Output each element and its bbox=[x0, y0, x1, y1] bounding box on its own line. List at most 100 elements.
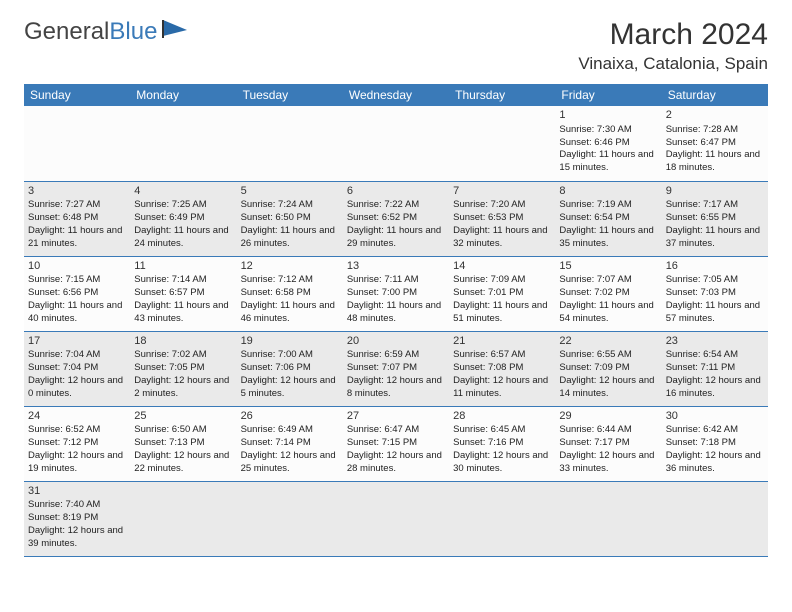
day-number: 28 bbox=[453, 409, 551, 424]
col-sunday: Sunday bbox=[24, 84, 130, 106]
sunrise-text: Sunrise: 6:45 AM bbox=[453, 424, 551, 437]
location: Vinaixa, Catalonia, Spain bbox=[578, 54, 768, 74]
day-number: 22 bbox=[559, 334, 657, 349]
week-row: 10Sunrise: 7:15 AMSunset: 6:56 PMDayligh… bbox=[24, 256, 768, 331]
day-cell: 22Sunrise: 6:55 AMSunset: 7:09 PMDayligh… bbox=[555, 331, 661, 406]
day-number: 14 bbox=[453, 259, 551, 274]
day-cell: 2Sunrise: 7:28 AMSunset: 6:47 PMDaylight… bbox=[662, 106, 768, 181]
sunset-text: Sunset: 7:07 PM bbox=[347, 362, 445, 375]
day-number: 18 bbox=[134, 334, 232, 349]
day-number: 3 bbox=[28, 184, 126, 199]
day-cell bbox=[343, 106, 449, 181]
day-number: 13 bbox=[347, 259, 445, 274]
col-tuesday: Tuesday bbox=[237, 84, 343, 106]
day-cell: 15Sunrise: 7:07 AMSunset: 7:02 PMDayligh… bbox=[555, 256, 661, 331]
day-cell bbox=[555, 481, 661, 556]
daylight-text: Daylight: 11 hours and 26 minutes. bbox=[241, 225, 339, 251]
daylight-text: Daylight: 12 hours and 8 minutes. bbox=[347, 375, 445, 401]
sunset-text: Sunset: 7:01 PM bbox=[453, 287, 551, 300]
sunset-text: Sunset: 6:53 PM bbox=[453, 212, 551, 225]
day-cell: 21Sunrise: 6:57 AMSunset: 7:08 PMDayligh… bbox=[449, 331, 555, 406]
sunrise-text: Sunrise: 7:27 AM bbox=[28, 199, 126, 212]
day-number: 20 bbox=[347, 334, 445, 349]
sunrise-text: Sunrise: 7:14 AM bbox=[134, 274, 232, 287]
sunrise-text: Sunrise: 7:00 AM bbox=[241, 349, 339, 362]
day-number: 21 bbox=[453, 334, 551, 349]
day-cell: 18Sunrise: 7:02 AMSunset: 7:05 PMDayligh… bbox=[130, 331, 236, 406]
day-number: 30 bbox=[666, 409, 764, 424]
daylight-text: Daylight: 12 hours and 39 minutes. bbox=[28, 525, 126, 551]
daylight-text: Daylight: 11 hours and 54 minutes. bbox=[559, 300, 657, 326]
sunrise-text: Sunrise: 7:17 AM bbox=[666, 199, 764, 212]
daylight-text: Daylight: 11 hours and 48 minutes. bbox=[347, 300, 445, 326]
day-number: 9 bbox=[666, 184, 764, 199]
sunrise-text: Sunrise: 7:12 AM bbox=[241, 274, 339, 287]
sunrise-text: Sunrise: 6:47 AM bbox=[347, 424, 445, 437]
day-cell: 13Sunrise: 7:11 AMSunset: 7:00 PMDayligh… bbox=[343, 256, 449, 331]
daylight-text: Daylight: 12 hours and 2 minutes. bbox=[134, 375, 232, 401]
col-saturday: Saturday bbox=[662, 84, 768, 106]
brand-logo: GeneralBlue bbox=[24, 18, 191, 45]
sunrise-text: Sunrise: 6:59 AM bbox=[347, 349, 445, 362]
daylight-text: Daylight: 11 hours and 35 minutes. bbox=[559, 225, 657, 251]
sunrise-text: Sunrise: 6:57 AM bbox=[453, 349, 551, 362]
day-cell: 26Sunrise: 6:49 AMSunset: 7:14 PMDayligh… bbox=[237, 406, 343, 481]
sunset-text: Sunset: 6:50 PM bbox=[241, 212, 339, 225]
daylight-text: Daylight: 12 hours and 25 minutes. bbox=[241, 450, 339, 476]
day-cell: 14Sunrise: 7:09 AMSunset: 7:01 PMDayligh… bbox=[449, 256, 555, 331]
sunrise-text: Sunrise: 7:40 AM bbox=[28, 499, 126, 512]
day-cell: 1Sunrise: 7:30 AMSunset: 6:46 PMDaylight… bbox=[555, 106, 661, 181]
sunrise-text: Sunrise: 7:11 AM bbox=[347, 274, 445, 287]
sunrise-text: Sunrise: 7:30 AM bbox=[559, 124, 657, 137]
sunset-text: Sunset: 6:57 PM bbox=[134, 287, 232, 300]
flag-icon bbox=[161, 18, 191, 45]
day-cell: 24Sunrise: 6:52 AMSunset: 7:12 PMDayligh… bbox=[24, 406, 130, 481]
day-cell bbox=[130, 481, 236, 556]
day-number: 5 bbox=[241, 184, 339, 199]
sunset-text: Sunset: 7:16 PM bbox=[453, 437, 551, 450]
sunset-text: Sunset: 7:05 PM bbox=[134, 362, 232, 375]
sunset-text: Sunset: 6:52 PM bbox=[347, 212, 445, 225]
sunrise-text: Sunrise: 7:24 AM bbox=[241, 199, 339, 212]
day-number: 8 bbox=[559, 184, 657, 199]
sunset-text: Sunset: 6:49 PM bbox=[134, 212, 232, 225]
sunrise-text: Sunrise: 6:49 AM bbox=[241, 424, 339, 437]
day-cell bbox=[449, 106, 555, 181]
brand-text-2: Blue bbox=[109, 18, 157, 45]
day-number: 31 bbox=[28, 484, 126, 499]
sunset-text: Sunset: 7:08 PM bbox=[453, 362, 551, 375]
sunrise-text: Sunrise: 7:28 AM bbox=[666, 124, 764, 137]
day-number: 19 bbox=[241, 334, 339, 349]
daylight-text: Daylight: 11 hours and 18 minutes. bbox=[666, 149, 764, 175]
day-number: 2 bbox=[666, 108, 764, 123]
daylight-text: Daylight: 12 hours and 22 minutes. bbox=[134, 450, 232, 476]
sunset-text: Sunset: 6:48 PM bbox=[28, 212, 126, 225]
day-cell bbox=[130, 106, 236, 181]
sunrise-text: Sunrise: 6:55 AM bbox=[559, 349, 657, 362]
day-number: 25 bbox=[134, 409, 232, 424]
sunset-text: Sunset: 6:47 PM bbox=[666, 137, 764, 150]
sunrise-text: Sunrise: 7:07 AM bbox=[559, 274, 657, 287]
sunrise-text: Sunrise: 7:05 AM bbox=[666, 274, 764, 287]
sunset-text: Sunset: 7:03 PM bbox=[666, 287, 764, 300]
day-cell: 3Sunrise: 7:27 AMSunset: 6:48 PMDaylight… bbox=[24, 181, 130, 256]
daylight-text: Daylight: 11 hours and 43 minutes. bbox=[134, 300, 232, 326]
day-cell: 4Sunrise: 7:25 AMSunset: 6:49 PMDaylight… bbox=[130, 181, 236, 256]
col-thursday: Thursday bbox=[449, 84, 555, 106]
day-number: 15 bbox=[559, 259, 657, 274]
sunset-text: Sunset: 7:04 PM bbox=[28, 362, 126, 375]
day-number: 7 bbox=[453, 184, 551, 199]
sunset-text: Sunset: 6:58 PM bbox=[241, 287, 339, 300]
daylight-text: Daylight: 11 hours and 46 minutes. bbox=[241, 300, 339, 326]
day-number: 12 bbox=[241, 259, 339, 274]
sunrise-text: Sunrise: 6:52 AM bbox=[28, 424, 126, 437]
sunrise-text: Sunrise: 6:44 AM bbox=[559, 424, 657, 437]
sunrise-text: Sunrise: 6:50 AM bbox=[134, 424, 232, 437]
day-cell: 31Sunrise: 7:40 AMSunset: 8:19 PMDayligh… bbox=[24, 481, 130, 556]
daylight-text: Daylight: 12 hours and 30 minutes. bbox=[453, 450, 551, 476]
sunset-text: Sunset: 7:06 PM bbox=[241, 362, 339, 375]
sunrise-text: Sunrise: 7:09 AM bbox=[453, 274, 551, 287]
sunset-text: Sunset: 6:55 PM bbox=[666, 212, 764, 225]
day-number: 17 bbox=[28, 334, 126, 349]
week-row: 24Sunrise: 6:52 AMSunset: 7:12 PMDayligh… bbox=[24, 406, 768, 481]
